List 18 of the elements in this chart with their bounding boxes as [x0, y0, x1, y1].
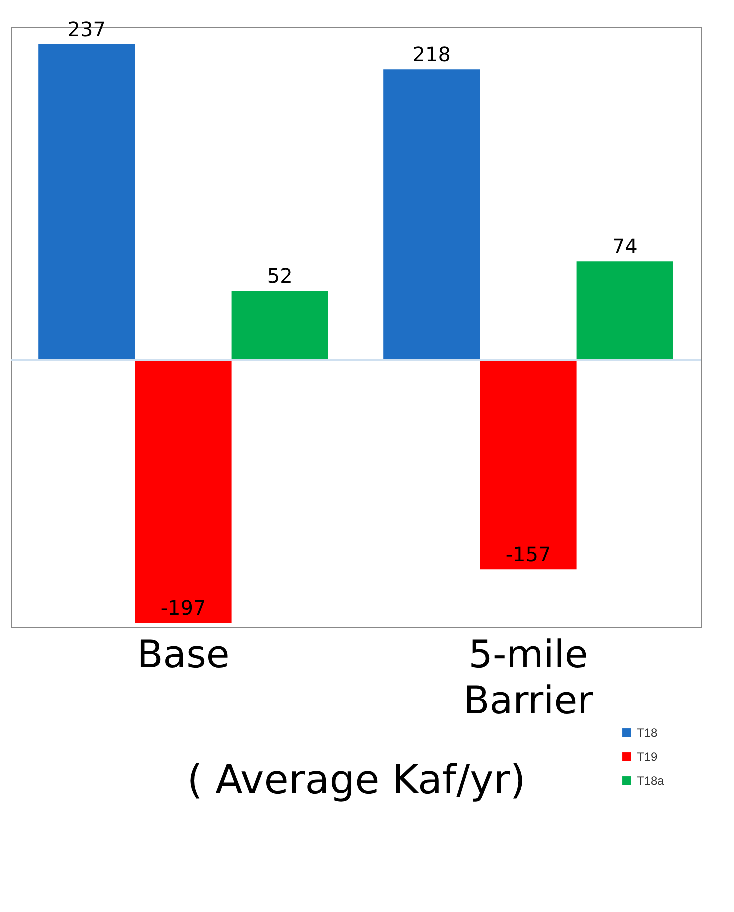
data-label: 52 — [267, 264, 293, 288]
bar — [384, 70, 480, 360]
x-axis-title: ( Average Kaf/yr) — [187, 758, 526, 804]
bar — [576, 262, 674, 360]
legend-label: T18a — [637, 774, 665, 788]
data-label: 218 — [412, 42, 451, 67]
data-label: -197 — [160, 596, 206, 620]
legend-label: T18 — [637, 726, 658, 740]
data-label: -157 — [506, 542, 552, 567]
x-tick-label: Base — [137, 632, 230, 676]
bar — [38, 44, 136, 360]
bar — [480, 360, 577, 570]
data-label: 74 — [612, 234, 638, 259]
bar — [232, 291, 328, 360]
legend-label: T19 — [637, 750, 658, 764]
x-tick-label: 5-mile Barrier — [464, 632, 594, 722]
bar — [135, 360, 232, 623]
data-label: 237 — [68, 17, 106, 42]
